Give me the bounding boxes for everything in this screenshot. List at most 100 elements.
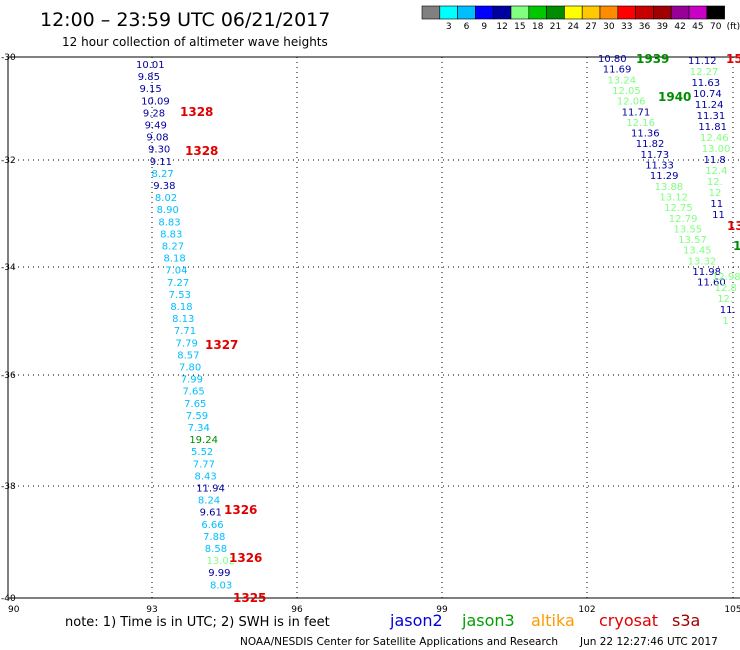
wave-height-value: 11.82 [636,139,665,150]
wave-height-value: 13.45 [683,246,712,257]
colorbar-swatch [510,5,530,20]
satellite-legend-entry: jason2 [389,611,443,630]
wave-height-value: 7.34 [188,423,210,434]
pass-time-label: 13 [727,219,740,233]
wave-height-value: 9.28 [143,108,165,119]
wave-height-value: 11.69 [603,65,632,76]
wave-height-value: 8.03 [210,580,232,591]
wave-height-value: 12.4 [705,166,727,177]
colorbar-tick-label: 21 [550,22,561,32]
wave-height-value: 12.8 [715,283,737,294]
colorbar-tick-label: 39 [657,22,669,32]
wave-height-value: 7.71 [174,326,196,337]
satellite-legend-entry: s3a [672,611,700,630]
wave-height-value: 13.55 [674,224,703,235]
colorbar-swatch [564,5,583,20]
colorbar-swatch [492,5,512,20]
wave-height-value: 6.66 [201,520,223,531]
wave-height-value: 11.71 [622,107,651,118]
wave-height-value: 10.80 [598,54,627,65]
colorbar-swatch [688,5,708,20]
track-right-a-values: 10.8011.6913.2412.0512.0611.7112.1611.36… [598,54,726,289]
longitude-tick-label: 105 [724,605,740,615]
wave-height-value: 8.27 [162,242,184,253]
pass-time-label: 1940 [658,90,691,104]
wave-height-value: 9.08 [146,133,168,144]
wave-height-value: 12 [709,188,722,199]
wave-height-value: 8.18 [164,254,186,265]
colorbar-tick-label: 6 [464,22,470,32]
wave-height-value: 11.94 [196,484,225,495]
colorbar-tick-label: 12 [496,22,507,32]
colorbar-tick-label: 45 [692,22,703,32]
wave-height-value: 8.57 [177,350,199,361]
wave-height-value: 7.80 [179,363,201,374]
colorbar-swatch [528,5,547,20]
wave-height-value: 7.77 [193,459,215,470]
colorbar-tick-label: 27 [585,22,596,32]
wave-height-value: 7.79 [176,338,198,349]
colorbar-tick-label: 15 [514,22,525,32]
wave-height-value: 11 [710,199,723,210]
wave-height-value: 12.79 [669,214,698,225]
wave-height-value: 11.29 [650,171,679,182]
colorbar-swatch [635,5,654,20]
wave-height-value: 11.33 [645,161,674,172]
pass-time-label: 1326 [224,503,257,517]
longitude-tick-label: 96 [291,605,303,615]
longitude-tick-label: 90 [8,605,20,615]
colorbar-tick-label: 3 [446,22,452,32]
map-subtitle: 12 hour collection of altimeter wave hei… [62,35,328,49]
colorbar-tick-label: 24 [568,22,580,32]
latitude-axis: -30 -32 -34 -36 -38 -40 [1,53,16,604]
colorbar-unit: (ft) [727,22,740,32]
wave-height-value: 19.24 [189,435,218,446]
wave-height-value: 11.81 [698,122,727,133]
footer-credit: NOAA/NESDIS Center for Satellite Applica… [240,636,558,648]
wave-height-value: 11.24 [695,100,724,111]
map-title: 12:00 – 23:59 UTC 06/21/2017 [40,9,330,31]
longitude-tick-label: 99 [436,605,448,615]
colorbar-tick-label: 30 [603,22,615,32]
colorbar-swatch [457,5,476,20]
colorbar-swatch [581,5,601,20]
wave-height-value: 5.52 [191,447,213,458]
wave-height-value: 11 [712,210,725,221]
satellite-legend-entry: jason3 [461,611,515,630]
satellite-legend-entry: altika [531,611,575,630]
wave-height-value: 11.8 [703,155,725,166]
wave-height-value: 13.00 [702,144,731,155]
wave-height-value: 8.13 [172,314,194,325]
wave-height-value: 8.83 [158,217,180,228]
colorbar-swatch [546,5,565,20]
colorbar-swatch [706,5,725,20]
pass-time-label: 1 [733,239,740,253]
wave-height-value: 11.12 [688,56,717,67]
wave-height-value: 13.12 [659,192,688,203]
wave-height-value: 8.58 [205,544,227,555]
wave-height-value: 12.27 [690,67,719,78]
colorbar-swatch [617,5,636,20]
pass-time-label: 1326 [229,551,262,565]
wave-height-value: 12.16 [626,118,655,129]
latitude-tick-label: -36 [1,371,16,381]
colorbar-tick-label: 33 [621,22,632,32]
wave-height-value: 12.98 [712,272,740,283]
wave-height-value: 7.53 [169,290,191,301]
wave-height-value: 13.24 [607,75,636,86]
colorbar-swatch [599,5,619,20]
wave-height-value: 12.05 [612,86,641,97]
wave-height-value: 9.30 [148,145,170,156]
pass-time-label: 1327 [205,338,238,352]
wave-height-value: 11.98 [692,267,721,278]
wave-height-value: 8.02 [155,193,177,204]
colorbar-tick-label: 42 [674,22,685,32]
latitude-tick-label: -30 [1,53,16,63]
wave-height-value: 8.83 [160,229,182,240]
wave-height-value: 13.88 [655,182,684,193]
latitude-tick-label: -32 [1,156,16,166]
colorbar-tick-label: 36 [639,22,651,32]
wave-height-value: 9.49 [145,121,167,132]
